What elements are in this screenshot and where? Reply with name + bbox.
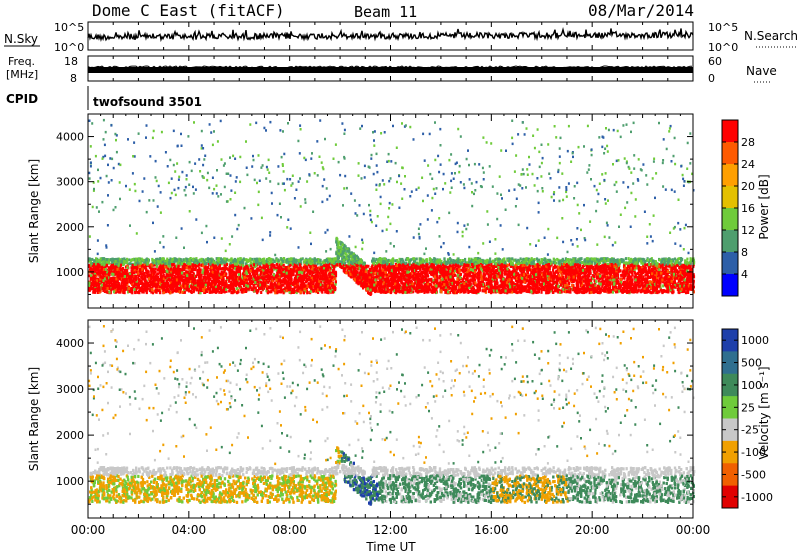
- freq-unit-label: [MHz]: [6, 68, 38, 81]
- colorbar-swatch: [722, 485, 738, 509]
- colorbar-tick-label: 20: [741, 180, 755, 193]
- colorbar-swatch: [722, 329, 738, 352]
- freq-band: [88, 67, 693, 73]
- colorbar-swatch: [722, 373, 738, 397]
- xtick-label: 12:00: [373, 523, 408, 537]
- colorbar-tick-label: 8: [741, 246, 748, 259]
- power-ylabel: Slant Range [km]: [27, 159, 41, 263]
- nsearch-tick-top: 10^5: [708, 21, 738, 34]
- colorbar-swatch: [722, 396, 738, 419]
- cpid-label: CPID: [6, 92, 38, 106]
- colorbar-swatch: [722, 164, 738, 187]
- colorbar-swatch: [722, 351, 738, 375]
- power-x-axis: [87, 114, 694, 308]
- colorbar-tick-label: 500: [741, 357, 762, 370]
- colorbar-tick-label: 28: [741, 136, 755, 149]
- ytick-label: 4000: [56, 337, 84, 350]
- nsky-trace: [87, 22, 694, 50]
- nsearch-label: N.Search: [744, 29, 798, 43]
- velocity-x-axis: 00:00 04:00 08:00 12:00 16:00 20:00 00:00: [71, 320, 711, 537]
- ytick-label: 2000: [56, 221, 84, 234]
- velocity-xlabel: Time UT: [365, 540, 416, 554]
- xtick-label: 16:00: [474, 523, 509, 537]
- power-data: [88, 118, 696, 296]
- cpid-value: twofsound 3501: [93, 95, 202, 109]
- velocity-y-axis: 1000 2000 3000 4000: [56, 319, 693, 505]
- colorbar-tick-label: 25: [741, 401, 755, 414]
- nave-label: Nave: [746, 64, 777, 78]
- xtick-label: 08:00: [272, 523, 307, 537]
- freq-tick-bottom: 8: [70, 72, 77, 85]
- nsky-label: N.Sky: [4, 32, 38, 46]
- xtick-label: 20:00: [575, 523, 610, 537]
- ytick-label: 4000: [56, 131, 84, 144]
- ytick-label: 1000: [56, 475, 84, 488]
- nsky-tick-bottom: 10^0: [54, 41, 84, 54]
- nsky-tick-top: 10^5: [54, 21, 84, 34]
- xtick-label: 00:00: [71, 523, 106, 537]
- velocity-colorbar: 1000 500 100 25 -25 -100 -500 -1000 Velocity [m…: [721, 328, 773, 509]
- freq-panel: Freq. [MHz] 18 8 60 0 Nave: [6, 55, 777, 85]
- colorbar-tick-label: -500: [741, 468, 766, 481]
- power-panel: 1000 2000 3000 4000 Slant Range [km]: [27, 113, 696, 309]
- freq-tick-top: 18: [64, 55, 78, 68]
- nave-tick-bottom: 0: [708, 72, 715, 85]
- nsky-panel: N.Sky 10^5 10^0 10^5 10^0 N.Search: [4, 21, 798, 54]
- colorbar-swatch: [722, 142, 738, 165]
- colorbar-tick-label: -1000: [741, 491, 773, 504]
- colorbar-tick-label: 100: [741, 379, 762, 392]
- velocity-ylabel: Slant Range [km]: [27, 367, 41, 471]
- date-label: 08/Mar/2014: [588, 1, 694, 20]
- colorbar-swatch: [722, 120, 738, 143]
- power-colorbar-label: Power [dB]: [757, 174, 771, 239]
- colorbar-tick-label: -25: [741, 424, 759, 437]
- ytick-label: 3000: [56, 383, 84, 396]
- xtick-label: 00:00: [676, 523, 711, 537]
- freq-trace: [87, 56, 694, 81]
- colorbar-tick-label: 12: [741, 224, 755, 237]
- power-y-axis: 1000 2000 3000 4000: [56, 113, 693, 295]
- cpid-panel: CPID twofsound 3501: [6, 86, 202, 110]
- colorbar-swatch: [722, 208, 738, 231]
- velocity-colorbar-label: Velocity [m s⁻¹]: [757, 366, 771, 459]
- ytick-label: 3000: [56, 176, 84, 189]
- nave-tick-top: 60: [708, 55, 722, 68]
- ytick-label: 2000: [56, 429, 84, 442]
- ytick-label: 1000: [56, 266, 84, 279]
- xtick-label: 04:00: [172, 523, 207, 537]
- colorbar-swatch: [722, 418, 738, 442]
- colorbar-swatch: [722, 274, 738, 297]
- colorbar-swatch: [722, 252, 738, 275]
- velocity-data: [88, 325, 696, 506]
- plot-title: Dome C East (fitACF): [92, 1, 285, 20]
- colorbar-swatch: [722, 186, 738, 209]
- colorbar-tick-label: -100: [741, 446, 766, 459]
- freq-label: Freq.: [8, 55, 35, 68]
- colorbar-tick-label: 24: [741, 158, 755, 171]
- colorbar-tick-label: 1000: [741, 334, 769, 347]
- colorbar-tick-label: 16: [741, 202, 755, 215]
- colorbar-swatch: [722, 463, 738, 487]
- beam-label: Beam 11: [354, 3, 417, 21]
- power-colorbar: 28 24 20 16 12 8 4 Power [dB]: [721, 119, 771, 297]
- colorbar-swatch: [722, 440, 738, 464]
- colorbar-tick-label: 4: [741, 268, 748, 281]
- colorbar-swatch: [722, 230, 738, 253]
- nsearch-tick-bottom: 10^0: [708, 41, 738, 54]
- nsky-line: [87, 27, 694, 43]
